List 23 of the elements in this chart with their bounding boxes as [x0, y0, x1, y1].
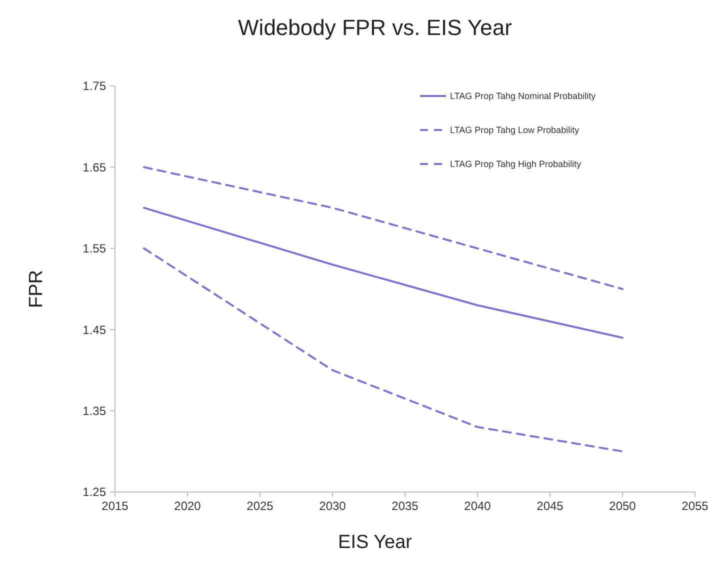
x-tick-label: 2030 [319, 499, 346, 513]
y-tick-label: 1.75 [82, 79, 106, 94]
x-tick-label: 2020 [174, 499, 202, 513]
legend-label: LTAG Prop Tahg Low Probability [450, 125, 580, 136]
y-tick-label: 1.55 [82, 242, 106, 256]
x-tick-label: 2015 [102, 499, 129, 513]
y-tick-label: 1.35 [82, 404, 106, 418]
y-tick-label: 1.65 [82, 160, 106, 174]
x-tick-label: 2055 [682, 499, 709, 513]
x-tick-label: 2025 [246, 499, 274, 513]
x-tick-label: 2035 [392, 499, 419, 513]
y-axis-title: FPR [26, 270, 47, 308]
chart-title: Widebody FPR vs. EIS Year [238, 15, 512, 40]
x-tick-label: 2040 [464, 499, 492, 513]
line-series [143, 247, 624, 452]
y-tick-label: 1.45 [82, 322, 106, 337]
y-tick-label: 1.25 [82, 485, 106, 500]
line-series [143, 206, 624, 339]
x-tick-label: 2045 [536, 499, 564, 513]
x-tick-label: 2050 [609, 499, 636, 513]
legend-label: LTAG Prop Tahg High Probability [450, 159, 582, 170]
x-axis-title: EIS Year [338, 532, 413, 553]
legend-label: LTAG Prop Tahg Nominal Probability [450, 91, 596, 102]
